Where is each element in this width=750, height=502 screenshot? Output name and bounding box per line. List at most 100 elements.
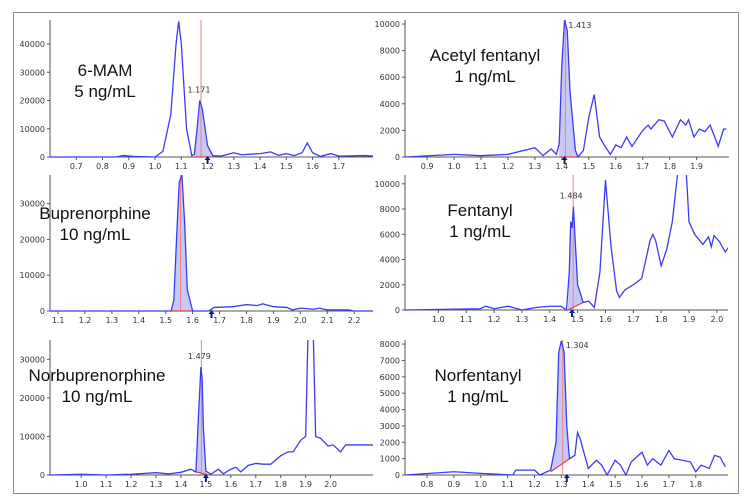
x-tick-label: 1.3 [227, 162, 240, 171]
y-tick-label: 5000 [380, 389, 400, 398]
x-tick-label: 1.2 [528, 480, 541, 489]
x-tick-label: 1.9 [299, 480, 312, 489]
y-tick-label: 6000 [380, 73, 400, 82]
y-tick-label: 40000 [20, 40, 45, 49]
x-tick-label: 2.0 [294, 316, 307, 325]
chromatogram-trace [405, 20, 727, 158]
integrated-peak-area [171, 175, 193, 311]
compound-name: Fentanyl [447, 201, 513, 220]
x-tick-label: 1.7 [249, 480, 262, 489]
panel-label-6mam: 6-MAM 5 ng/mL [15, 60, 195, 102]
panel-label-fentanyl: Fentanyl 1 ng/mL [390, 200, 570, 242]
chromatogram-trace [405, 175, 728, 311]
x-tick-label: 1.0 [432, 315, 445, 324]
x-tick-label: 1.0 [75, 480, 88, 489]
y-tick-label: 10000 [375, 180, 400, 189]
y-tick-label: 0 [395, 306, 400, 315]
y-tick-label: 20000 [20, 235, 45, 244]
x-tick-label: 1.9 [683, 315, 696, 324]
x-tick-label: 1.9 [690, 162, 703, 171]
x-tick-label: 1.6 [599, 315, 612, 324]
y-tick-label: 10000 [20, 432, 45, 441]
chromatogram-trace [405, 340, 726, 476]
y-tick-label: 2000 [380, 281, 400, 290]
panel-label-acetyl-fentanyl: Acetyl fentanyl 1 ng/mL [395, 45, 575, 87]
y-tick-label: 8000 [380, 205, 400, 214]
retention-time-label: 1.484 [560, 192, 583, 201]
expected-rt-arrow-icon [569, 309, 576, 317]
x-tick-label: 2.0 [324, 480, 337, 489]
figure-frame [13, 12, 739, 494]
chromatogram-panel: 0 10000 20000 30000 1.0 1.1 1.2 1.3 1.4 1.5 1.6 1.7… [20, 340, 373, 489]
x-tick-label: 1.4 [543, 315, 556, 324]
retention-time-label: 1.304 [566, 341, 589, 350]
x-tick-label: 1.4 [556, 162, 569, 171]
integrated-peak-area [559, 20, 579, 157]
integration-baseline [567, 301, 584, 311]
x-tick-label: 1.6 [609, 162, 622, 171]
compound-name: Buprenorphine [39, 204, 151, 223]
concentration: 10 ng/mL [59, 225, 131, 244]
x-tick-label: 1.8 [240, 316, 253, 325]
retention-time-label: 1.171 [188, 86, 211, 95]
chromatogram-panel: 0 2000 4000 6000 8000 10000 0.9 1.0 1.1 1.2 1.3 1.4… [375, 20, 729, 171]
x-tick-label: 0.9 [122, 162, 135, 171]
plot-area [405, 340, 726, 476]
x-tick-label: 1.7 [332, 162, 345, 171]
concentration: 1 ng/mL [454, 67, 516, 86]
expected-rt-arrow-icon [563, 474, 570, 482]
x-tick-label: 0.8 [421, 480, 434, 489]
expected-rt-arrow-icon [204, 156, 211, 164]
x-tick-label: 1.4 [582, 480, 595, 489]
x-tick-label: 1.5 [280, 162, 293, 171]
x-tick-label: 1.6 [306, 162, 319, 171]
x-tick-label: 1.3 [516, 315, 529, 324]
retention-time-label: 1.479 [188, 352, 211, 361]
y-tick-label: 6000 [380, 230, 400, 239]
integration-baseline [550, 456, 573, 473]
y-tick-label: 20000 [20, 394, 45, 403]
x-tick-label: 1.5 [200, 480, 213, 489]
y-tick-label: 10000 [375, 20, 400, 29]
expected-rt-arrow-icon [561, 156, 568, 164]
y-tick-label: 7000 [380, 356, 400, 365]
x-tick-label: 1.1 [475, 162, 488, 171]
x-tick-label: 1.1 [52, 316, 65, 325]
x-tick-label: 1.1 [460, 315, 473, 324]
x-tick-label: 1.8 [689, 480, 702, 489]
y-tick-label: 0 [395, 471, 400, 480]
x-tick-label: 1.6 [186, 316, 199, 325]
integrated-peak-area [550, 340, 573, 472]
chromatogram-trace [50, 340, 373, 476]
y-tick-label: 2000 [380, 126, 400, 135]
panel-label-norbuprenorphine: Norbuprenorphine 10 ng/mL [7, 365, 187, 407]
chromatogram-panel: 0 2000 4000 6000 8000 10000 1.0 1.1 1.2 1.3 1.4 1.5… [375, 175, 728, 324]
chromatogram-panel: 0 10000 20000 30000 40000 0.7 0.8 0.9 1.0 1.1 1.2 1… [20, 20, 373, 171]
concentration: 5 ng/mL [74, 82, 136, 101]
x-tick-label: 2.2 [348, 316, 361, 325]
x-tick-label: 1.4 [254, 162, 267, 171]
concentration: 10 ng/mL [61, 387, 133, 406]
y-tick-label: 8000 [380, 47, 400, 56]
x-tick-label: 1.2 [502, 162, 515, 171]
chromatogram-panel: 0 1000 2000 3000 4000 5000 6000 7000 8000 0.8 0.9 1… [380, 340, 728, 489]
x-tick-label: 1.3 [555, 480, 568, 489]
y-tick-label: 30000 [20, 68, 45, 77]
x-tick-label: 1.6 [636, 480, 649, 489]
x-tick-label: 1.6 [224, 480, 237, 489]
concentration: 1 ng/mL [449, 222, 511, 241]
concentration: 1 ng/mL [447, 387, 509, 406]
plot-area [50, 20, 373, 158]
compound-name: Norbuprenorphine [28, 366, 166, 385]
y-tick-label: 4000 [380, 406, 400, 415]
x-tick-label: 2.0 [710, 315, 723, 324]
retention-time-label: 1.413 [568, 21, 591, 30]
y-tick-label: 0 [40, 153, 45, 162]
x-tick-label: 1.1 [100, 480, 113, 489]
panel-label-buprenorphine: Buprenorphine 10 ng/mL [5, 203, 185, 245]
y-tick-label: 8000 [380, 340, 400, 349]
x-tick-label: 0.9 [448, 480, 461, 489]
x-tick-label: 1.2 [125, 480, 138, 489]
